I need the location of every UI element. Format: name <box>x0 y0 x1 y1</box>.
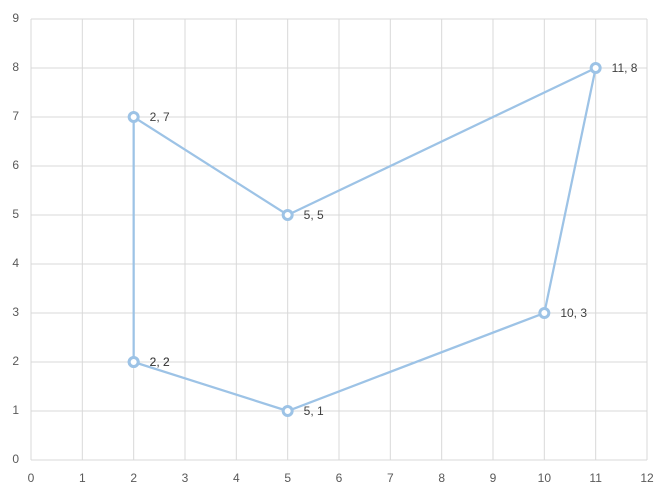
x-tick-label: 10 <box>538 471 552 485</box>
x-tick-label: 8 <box>438 471 445 485</box>
data-label: 2, 2 <box>150 355 170 369</box>
data-label: 10, 3 <box>560 306 587 320</box>
x-tick-label: 12 <box>640 471 654 485</box>
marker <box>538 307 551 319</box>
marker <box>589 62 602 74</box>
marker <box>127 111 140 123</box>
x-tick-label: 0 <box>28 471 35 485</box>
x-tick-label: 6 <box>336 471 343 485</box>
data-label: 2, 2 <box>150 355 170 369</box>
data-label: 5, 5 <box>304 208 324 222</box>
y-tick-label: 5 <box>12 207 19 221</box>
data-label: 2, 7 <box>150 110 170 124</box>
marker <box>127 356 140 368</box>
x-tick-label: 3 <box>182 471 189 485</box>
y-tick-label: 0 <box>12 452 19 466</box>
y-tick-label: 3 <box>12 305 19 319</box>
y-tick-label: 4 <box>12 256 19 270</box>
marker <box>281 405 294 417</box>
x-tick-label: 4 <box>233 471 240 485</box>
y-tick-label: 7 <box>12 109 19 123</box>
data-label: 11, 8 <box>612 61 638 75</box>
y-tick-label: 1 <box>12 403 19 417</box>
x-tick-label: 11 <box>589 471 602 485</box>
x-tick-label: 1 <box>79 471 86 485</box>
y-tick-label: 9 <box>12 11 19 25</box>
series-line <box>132 66 598 413</box>
y-tick-label: 8 <box>12 60 19 74</box>
marker <box>281 209 294 221</box>
x-tick-label: 5 <box>284 471 291 485</box>
x-tick-label: 7 <box>387 471 394 485</box>
x-tick-label: 2 <box>130 471 137 485</box>
y-tick-label: 6 <box>12 158 19 172</box>
x-tick-label: 9 <box>490 471 497 485</box>
data-label: 5, 1 <box>304 404 324 418</box>
y-tick-label: 2 <box>12 354 19 368</box>
